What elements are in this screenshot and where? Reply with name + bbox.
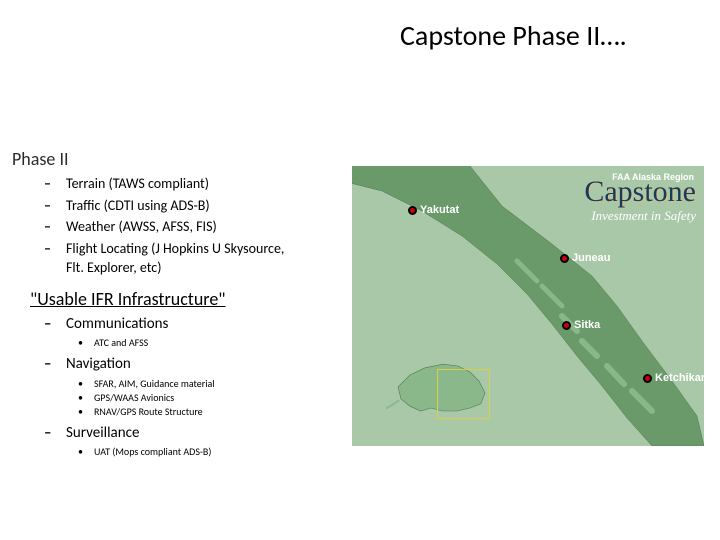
bullet-icon: • bbox=[78, 391, 94, 405]
sub-item-communications: – Communications •ATC and AFSS bbox=[44, 314, 324, 350]
infrastructure-heading: "Usable IFR Infrastructure" bbox=[30, 288, 226, 310]
dash-icon: – bbox=[44, 217, 66, 237]
list-item: – Weather (AWSS, AFSS, FIS) bbox=[44, 217, 304, 237]
main-list: – Terrain (TAWS compliant) – Traffic (CD… bbox=[44, 174, 304, 280]
slide-title: Capstone Phase II…. bbox=[400, 18, 627, 53]
city-dot-icon bbox=[408, 206, 417, 215]
city-sitka: Sitka bbox=[562, 319, 600, 331]
list-item: – Terrain (TAWS compliant) bbox=[44, 174, 304, 194]
map-panel: FAA Alaska Region Capstone Investment in… bbox=[352, 166, 704, 446]
bullet-text: ATC and AFSS bbox=[94, 336, 148, 350]
list-item: – Traffic (CDTI using ADS-B) bbox=[44, 196, 304, 216]
bullet-text: RNAV/GPS Route Structure bbox=[94, 405, 203, 419]
city-dot-icon bbox=[560, 254, 569, 263]
bullet-icon: • bbox=[78, 445, 94, 459]
bullet-text: UAT (Mops compliant ADS-B) bbox=[94, 445, 211, 459]
dash-icon: – bbox=[44, 423, 66, 443]
dash-icon: – bbox=[44, 196, 66, 216]
city-ketchikan: Ketchikan bbox=[643, 372, 704, 384]
sub-label: Surveillance bbox=[66, 423, 139, 443]
bullet-group: •UAT (Mops compliant ADS-B) bbox=[78, 445, 324, 459]
bullet-icon: • bbox=[78, 336, 94, 350]
bullet-text: GPS/WAAS Avionics bbox=[94, 391, 174, 405]
list-text: Traffic (CDTI using ADS-B) bbox=[66, 196, 304, 216]
sub-item-surveillance: – Surveillance •UAT (Mops compliant ADS-… bbox=[44, 423, 324, 459]
city-label: Juneau bbox=[572, 252, 611, 264]
bullet-text: SFAR, AIM, Guidance material bbox=[94, 377, 215, 391]
sub-label: Communications bbox=[66, 314, 168, 334]
city-dot-icon bbox=[562, 321, 571, 330]
bullet-icon: • bbox=[78, 377, 94, 391]
dash-icon: – bbox=[44, 174, 66, 194]
city-label: Yakutat bbox=[420, 204, 459, 216]
city-label: Sitka bbox=[574, 319, 600, 331]
bullet-group: •SFAR, AIM, Guidance material •GPS/WAAS … bbox=[78, 377, 324, 419]
sub-label: Navigation bbox=[66, 354, 131, 374]
list-item: – Flight Locating (J Hopkins U Skysource… bbox=[44, 239, 304, 278]
bullet-icon: • bbox=[78, 405, 94, 419]
capstone-tagline: Investment in Safety bbox=[591, 208, 696, 224]
city-yakutat: Yakutat bbox=[408, 204, 459, 216]
sub-item-navigation: – Navigation •SFAR, AIM, Guidance materi… bbox=[44, 354, 324, 418]
dash-icon: – bbox=[44, 314, 66, 334]
capstone-logo: Capstone bbox=[584, 178, 696, 205]
dash-icon: – bbox=[44, 239, 66, 278]
list-text: Flight Locating (J Hopkins U Skysource, … bbox=[66, 239, 304, 278]
phase-heading: Phase II bbox=[12, 148, 69, 170]
sub-list: – Communications •ATC and AFSS – Navigat… bbox=[44, 314, 324, 463]
city-dot-icon bbox=[643, 374, 652, 383]
list-text: Weather (AWSS, AFSS, FIS) bbox=[66, 217, 304, 237]
city-label: Ketchikan bbox=[655, 372, 704, 384]
city-juneau: Juneau bbox=[560, 252, 611, 264]
inset-highlight-box bbox=[437, 369, 490, 419]
list-text: Terrain (TAWS compliant) bbox=[66, 174, 304, 194]
dash-icon: – bbox=[44, 354, 66, 374]
bullet-group: •ATC and AFSS bbox=[78, 336, 324, 350]
